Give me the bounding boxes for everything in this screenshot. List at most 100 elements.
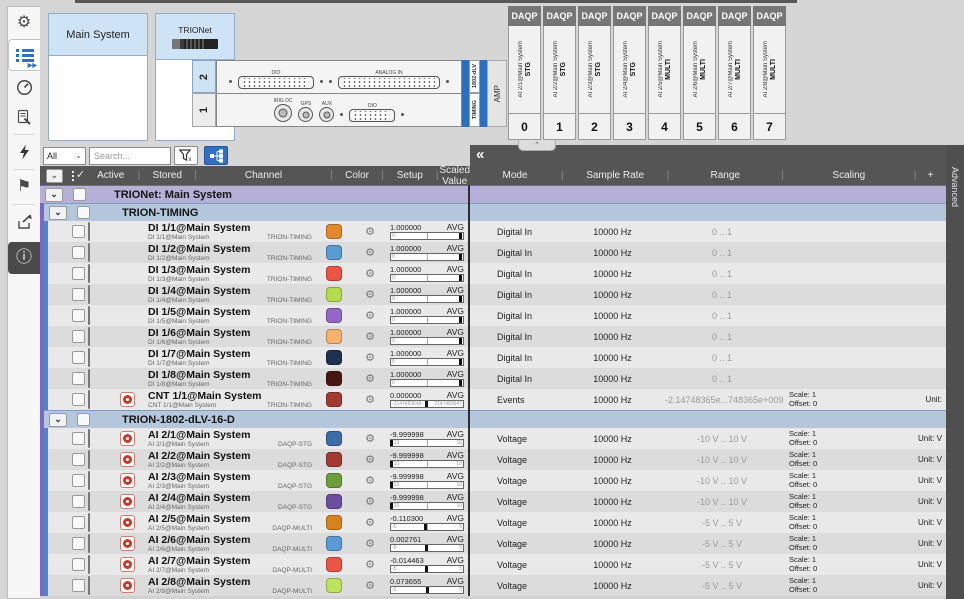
mode-cell[interactable]: Digital In [497, 331, 533, 342]
row-checkbox[interactable] [72, 558, 85, 571]
row-checkbox[interactable] [72, 351, 85, 364]
stored-indicator[interactable] [120, 392, 135, 407]
active-toggle[interactable] [88, 347, 90, 367]
group-row[interactable]: ⌄ TRION-1802-dLV-16-D [44, 410, 946, 428]
color-swatch[interactable] [326, 266, 342, 281]
gear-icon[interactable]: ⚙ [365, 394, 375, 406]
mode-cell[interactable]: Digital In [497, 352, 533, 363]
color-swatch[interactable] [326, 578, 342, 593]
advanced-tab[interactable]: Advanced [950, 167, 960, 208]
range-cell[interactable]: -5 V .. 5 V [701, 538, 743, 549]
gear-icon[interactable]: ⚙ [365, 373, 375, 385]
color-swatch[interactable] [326, 350, 342, 365]
mode-cell[interactable]: Voltage [497, 517, 528, 528]
group-row[interactable]: ⌄ TRIONet: Main System [40, 185, 946, 203]
active-toggle[interactable] [88, 428, 90, 448]
color-swatch[interactable] [326, 329, 342, 344]
color-swatch[interactable] [326, 557, 342, 572]
channel-row[interactable]: AI 2/3@Main System AI 2/3@Main System DA… [48, 470, 946, 491]
row-checkbox[interactable] [72, 516, 85, 529]
daqp-slot[interactable]: DAQP AI 2/7@Main System MULTI 6 [718, 6, 751, 140]
channel-row[interactable]: DI 1/2@Main System DI 1/2@Main System TR… [48, 242, 946, 263]
col-stored[interactable]: Stored [152, 170, 182, 181]
col-scaled-value[interactable]: Scaled Value [439, 164, 471, 187]
collapse-all-button[interactable]: ⌄ [46, 168, 63, 183]
mode-cell[interactable]: Digital In [497, 268, 533, 279]
stored-indicator[interactable] [120, 473, 135, 488]
color-swatch[interactable] [326, 371, 342, 386]
panel-split-divider[interactable] [468, 185, 470, 596]
mode-cell[interactable]: Digital In [497, 289, 533, 300]
sample-rate-cell[interactable]: 10000 Hz [593, 538, 632, 549]
mode-cell[interactable]: Voltage [497, 433, 528, 444]
channel-row[interactable]: CNT 1/1@Main System CNT 1/1@Main System … [48, 389, 946, 410]
active-toggle[interactable] [88, 512, 90, 532]
search-input[interactable] [89, 146, 171, 165]
mode-cell[interactable]: Digital In [497, 310, 533, 321]
sample-rate-cell[interactable]: 10000 Hz [593, 454, 632, 465]
group-checkbox[interactable] [73, 188, 86, 201]
gear-icon[interactable]: ⚙ [365, 538, 375, 550]
group-row[interactable]: ⌄ TRION-TIMING [44, 203, 946, 221]
channel-row[interactable]: AI 2/6@Main System AI 2/6@Main System DA… [48, 533, 946, 554]
active-toggle[interactable] [88, 242, 90, 262]
range-cell[interactable]: -2.14748365e...748365e+009 [665, 394, 784, 405]
chevron-down-icon[interactable]: ⌄ [49, 412, 67, 427]
daqp-slot[interactable]: DAQP AI 2/5@Main System MULTI 4 [648, 6, 681, 140]
range-cell[interactable]: -10 V .. 10 V [696, 454, 748, 465]
gear-icon[interactable]: ⚙ [365, 331, 375, 343]
col-mode[interactable]: Mode [502, 170, 528, 181]
gear-icon[interactable]: ⚙ [365, 268, 375, 280]
channel-row[interactable]: AI 2/5@Main System AI 2/5@Main System DA… [48, 512, 946, 533]
range-cell[interactable]: 0 .. 1 [711, 268, 732, 279]
gear-icon[interactable]: ⚙ [365, 310, 375, 322]
range-cell[interactable]: -10 V .. 10 V [696, 496, 748, 507]
stored-indicator[interactable] [120, 452, 135, 467]
range-cell[interactable]: 0 .. 1 [711, 331, 732, 342]
active-toggle[interactable] [88, 533, 90, 553]
measurement-gauge-icon[interactable] [8, 73, 40, 101]
collapse-detail-panel-button[interactable]: « [476, 146, 485, 163]
row-checkbox[interactable] [72, 288, 85, 301]
stored-indicator[interactable] [120, 557, 135, 572]
sample-rate-cell[interactable]: 10000 Hz [593, 559, 632, 570]
range-cell[interactable]: -5 V .. 5 V [701, 517, 743, 528]
settings-gear-icon[interactable]: ⚙ [16, 14, 32, 31]
collapse-top-panel-tab[interactable]: ⌃ [518, 140, 556, 151]
col-range[interactable]: Range [710, 170, 740, 181]
row-checkbox[interactable] [72, 393, 85, 406]
gear-icon[interactable]: ⚙ [365, 289, 375, 301]
row-checkbox[interactable] [72, 330, 85, 343]
range-cell[interactable]: -5 V .. 5 V [701, 559, 743, 570]
daqp-slot[interactable]: DAQP AI 2/2@Main System STG 1 [543, 6, 576, 140]
active-toggle[interactable] [88, 305, 90, 325]
mode-cell[interactable]: Digital In [497, 373, 533, 384]
color-swatch[interactable] [326, 431, 342, 446]
active-toggle[interactable] [88, 554, 90, 574]
channel-row[interactable]: DI 1/7@Main System DI 1/7@Main System TR… [48, 347, 946, 368]
color-swatch[interactable] [326, 494, 342, 509]
channel-tree-view-button[interactable] [204, 146, 228, 165]
range-cell[interactable]: 0 .. 1 [711, 352, 732, 363]
channel-type-dropdown[interactable]: All ⌄ [43, 146, 86, 165]
channel-row[interactable]: DI 1/5@Main System DI 1/5@Main System TR… [48, 305, 946, 326]
col-scaling[interactable]: Scaling [832, 170, 866, 181]
gear-icon[interactable]: ⚙ [365, 352, 375, 364]
active-toggle[interactable] [88, 491, 90, 511]
daqp-slot[interactable]: DAQP AI 2/6@Main System MULTI 5 [683, 6, 716, 140]
active-toggle[interactable] [88, 449, 90, 469]
sample-rate-cell[interactable]: 10000 Hz [593, 331, 632, 342]
channel-row[interactable]: DI 1/6@Main System DI 1/6@Main System TR… [48, 326, 946, 347]
chevron-down-icon[interactable]: ⌄ [49, 205, 67, 220]
col-setup[interactable]: Setup [396, 170, 423, 181]
channel-row[interactable]: AI 2/1@Main System AI 2/1@Main System DA… [48, 428, 946, 449]
sample-rate-cell[interactable]: 10000 Hz [593, 268, 632, 279]
daqp-slot[interactable]: DAQP AI 2/4@Main System STG 3 [613, 6, 646, 140]
channel-list-icon[interactable]: ▶▶ [8, 39, 40, 71]
gear-icon[interactable]: ⚙ [365, 559, 375, 571]
add-column-button[interactable]: + [927, 170, 934, 181]
color-swatch[interactable] [326, 536, 342, 551]
slot-2-number[interactable]: 2 [192, 60, 216, 93]
channel-row[interactable]: AI 2/7@Main System AI 2/7@Main System DA… [48, 554, 946, 575]
report-document-icon[interactable] [8, 103, 40, 131]
